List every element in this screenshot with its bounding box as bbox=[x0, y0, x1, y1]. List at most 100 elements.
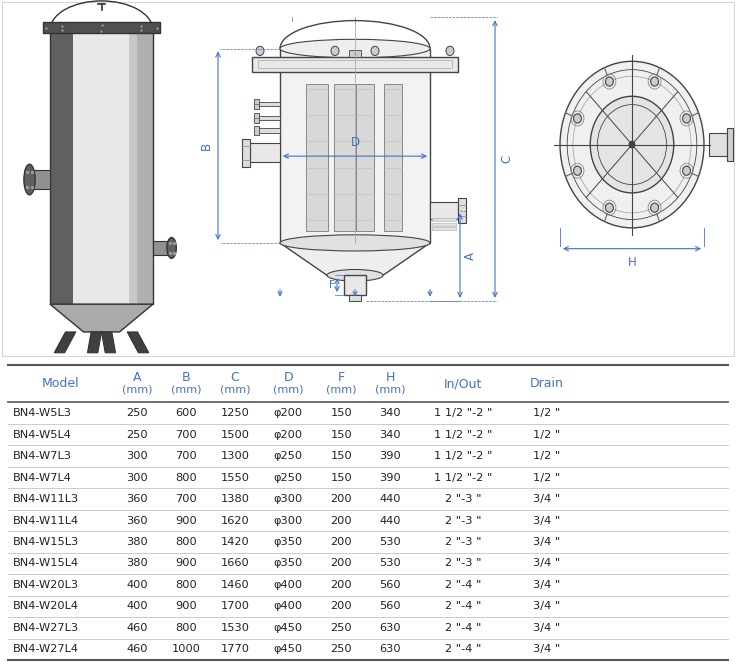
Text: 200: 200 bbox=[330, 580, 352, 590]
Text: B: B bbox=[200, 141, 213, 150]
Text: 2 "-3 ": 2 "-3 " bbox=[445, 515, 481, 525]
Bar bbox=[349, 295, 361, 301]
Ellipse shape bbox=[280, 39, 430, 58]
Ellipse shape bbox=[280, 235, 430, 251]
Polygon shape bbox=[280, 243, 430, 276]
Bar bbox=[138, 30, 153, 304]
Text: 400: 400 bbox=[126, 580, 148, 590]
Text: BN4-W7L3: BN4-W7L3 bbox=[13, 451, 72, 461]
Text: BN4-W11L4: BN4-W11L4 bbox=[13, 515, 79, 525]
Circle shape bbox=[651, 77, 659, 86]
Text: 530: 530 bbox=[380, 537, 401, 547]
Text: 460: 460 bbox=[126, 644, 148, 654]
Bar bbox=[153, 241, 170, 255]
Wedge shape bbox=[50, 0, 153, 30]
Bar bbox=[254, 100, 259, 109]
Text: φ450: φ450 bbox=[274, 644, 302, 654]
Text: 1/2 ": 1/2 " bbox=[533, 408, 560, 418]
Text: 340: 340 bbox=[380, 408, 401, 418]
Bar bbox=[280, 48, 430, 243]
Text: BN4-W5L4: BN4-W5L4 bbox=[13, 430, 72, 440]
Text: 390: 390 bbox=[380, 473, 401, 483]
Bar bbox=[254, 126, 259, 135]
Text: 250: 250 bbox=[330, 623, 352, 633]
Text: 630: 630 bbox=[380, 644, 401, 654]
Text: 1000: 1000 bbox=[171, 644, 200, 654]
Bar bbox=[258, 116, 280, 120]
Text: 1530: 1530 bbox=[220, 623, 250, 633]
Bar bbox=[344, 276, 366, 295]
Text: 300: 300 bbox=[126, 473, 148, 483]
Text: 200: 200 bbox=[330, 558, 352, 568]
Text: 2 "-3 ": 2 "-3 " bbox=[445, 537, 481, 547]
Text: 3/4 ": 3/4 " bbox=[533, 623, 560, 633]
Polygon shape bbox=[127, 332, 149, 353]
Text: H: H bbox=[386, 371, 395, 384]
Text: 1380: 1380 bbox=[220, 494, 250, 504]
Bar bbox=[50, 30, 153, 304]
Text: 3/4 ": 3/4 " bbox=[533, 580, 560, 590]
Text: 560: 560 bbox=[380, 580, 401, 590]
Text: D: D bbox=[350, 136, 360, 149]
Polygon shape bbox=[50, 304, 153, 332]
Text: (mm): (mm) bbox=[121, 384, 152, 394]
Text: 200: 200 bbox=[330, 515, 352, 525]
Text: 3/4 ": 3/4 " bbox=[533, 515, 560, 525]
Text: φ450: φ450 bbox=[274, 623, 302, 633]
Text: 1550: 1550 bbox=[220, 473, 250, 483]
Text: φ400: φ400 bbox=[274, 580, 302, 590]
Text: 380: 380 bbox=[126, 558, 148, 568]
Bar bbox=[432, 222, 456, 226]
Bar bbox=[258, 102, 280, 106]
Text: A: A bbox=[132, 371, 141, 384]
Circle shape bbox=[446, 46, 454, 56]
Text: 2 "-3 ": 2 "-3 " bbox=[445, 558, 481, 568]
Ellipse shape bbox=[167, 238, 177, 258]
Text: 1500: 1500 bbox=[220, 430, 250, 440]
Text: 400: 400 bbox=[126, 602, 148, 612]
Text: 700: 700 bbox=[175, 494, 197, 504]
Text: 1/2 ": 1/2 " bbox=[533, 451, 560, 461]
Circle shape bbox=[682, 114, 690, 123]
Text: 300: 300 bbox=[126, 451, 148, 461]
Text: 700: 700 bbox=[175, 430, 197, 440]
Text: BN4-W7L4: BN4-W7L4 bbox=[13, 473, 72, 483]
Text: 250: 250 bbox=[126, 408, 148, 418]
Text: 800: 800 bbox=[175, 580, 197, 590]
Bar bbox=[355, 50, 361, 56]
Bar bbox=[242, 139, 250, 167]
Text: 1460: 1460 bbox=[220, 580, 250, 590]
Text: φ400: φ400 bbox=[274, 602, 302, 612]
Bar bbox=[32, 170, 50, 189]
Text: 800: 800 bbox=[175, 623, 197, 633]
Text: 900: 900 bbox=[175, 515, 197, 525]
Text: 2 "-4 ": 2 "-4 " bbox=[445, 602, 481, 612]
Text: φ200: φ200 bbox=[274, 430, 302, 440]
Text: 700: 700 bbox=[175, 451, 197, 461]
Bar bbox=[306, 84, 328, 231]
Ellipse shape bbox=[24, 164, 35, 195]
Text: 1770: 1770 bbox=[220, 644, 250, 654]
Bar bbox=[250, 143, 280, 162]
Text: In/Out: In/Out bbox=[445, 377, 483, 390]
Circle shape bbox=[331, 46, 339, 56]
Text: 1620: 1620 bbox=[220, 515, 250, 525]
Text: 360: 360 bbox=[126, 494, 148, 504]
Text: φ300: φ300 bbox=[274, 515, 302, 525]
Text: 360: 360 bbox=[126, 515, 148, 525]
Text: H: H bbox=[628, 256, 637, 269]
Circle shape bbox=[606, 203, 613, 212]
Text: C: C bbox=[230, 371, 239, 384]
Circle shape bbox=[651, 203, 659, 212]
Bar bbox=[254, 114, 259, 123]
Bar bbox=[349, 50, 355, 56]
Text: φ350: φ350 bbox=[274, 558, 302, 568]
Polygon shape bbox=[102, 332, 116, 353]
Text: (mm): (mm) bbox=[171, 384, 201, 394]
Text: 600: 600 bbox=[175, 408, 197, 418]
Text: 200: 200 bbox=[330, 494, 352, 504]
Text: φ250: φ250 bbox=[274, 473, 302, 483]
Text: 800: 800 bbox=[175, 473, 197, 483]
Text: (mm): (mm) bbox=[375, 384, 406, 394]
Text: BN4-W11L3: BN4-W11L3 bbox=[13, 494, 79, 504]
